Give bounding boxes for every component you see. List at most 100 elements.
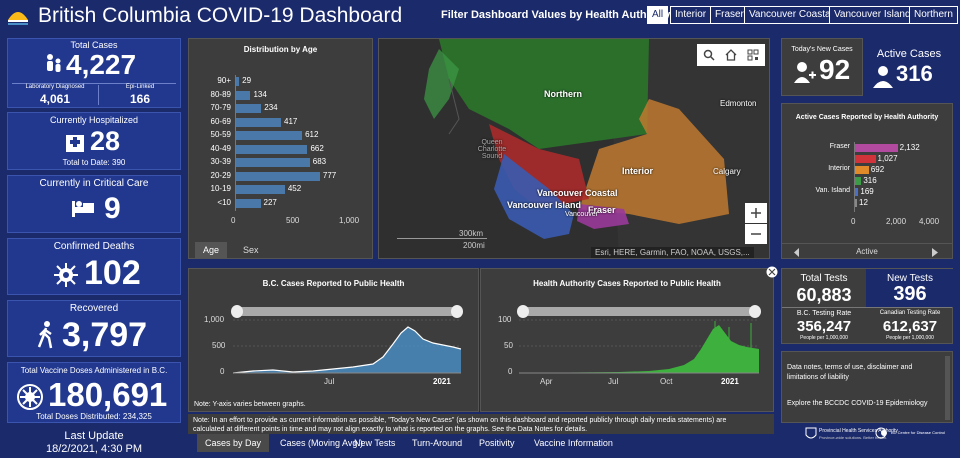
phsa-logo-icon <box>805 427 817 439</box>
time-slider-track[interactable] <box>233 307 461 316</box>
ha-xtick-4000: 4,000 <box>919 217 940 226</box>
ha-bar-value: 169 <box>860 187 874 196</box>
recovered-card: Recovered 3,797 <box>7 300 181 357</box>
tab-turn-around[interactable]: Turn-Around <box>412 438 463 448</box>
age-bar[interactable] <box>236 117 282 127</box>
age-chart-title: Distribution by Age <box>243 45 318 54</box>
filter-northern-button[interactable]: Northern <box>909 6 958 24</box>
tab-age[interactable]: Age <box>195 242 228 258</box>
map-label-northern: Northern <box>544 89 582 99</box>
map-label-interior: Interior <box>622 166 654 176</box>
slider-handle-right[interactable] <box>749 305 761 318</box>
age-bar-value: 29 <box>242 76 252 85</box>
age-bar[interactable] <box>236 171 320 181</box>
health-authority-map[interactable]: Northern Edmonton Interior Calgary Queen… <box>378 38 770 259</box>
age-bar[interactable] <box>236 185 285 194</box>
chevron-right-icon[interactable] <box>932 248 938 257</box>
divider <box>782 307 952 308</box>
age-bar[interactable] <box>236 104 262 113</box>
virus-icon <box>54 263 78 287</box>
epi-linked-label: Epi-Linked <box>125 84 155 90</box>
bc-xtick-2021: 2021 <box>433 377 451 386</box>
epi-linked-value: 166 <box>129 92 151 106</box>
qr-code-icon[interactable] <box>747 49 759 61</box>
ha-ytick-50: 50 <box>504 341 513 350</box>
ha-bar[interactable] <box>855 177 862 185</box>
slider-handle-left[interactable] <box>231 305 243 318</box>
age-bar[interactable] <box>236 144 308 154</box>
age-category-label: 20-29 <box>210 170 231 180</box>
notes-panel: Data notes, terms of use, disclaimer and… <box>781 351 953 423</box>
ha-footer-label: Active <box>856 247 878 256</box>
notes-link-2[interactable]: limitations of liability <box>787 374 849 381</box>
tab-sex[interactable]: Sex <box>243 245 259 255</box>
age-bar[interactable] <box>236 90 251 100</box>
filter-vancouver-coastal-button[interactable]: Vancouver Coastal <box>744 6 838 24</box>
ha-ytick-100: 100 <box>498 315 512 324</box>
total-cases-label: Total Cases <box>70 40 118 50</box>
filter-interior-button[interactable]: Interior <box>670 6 712 24</box>
map-label-edmonton: Edmonton <box>720 99 757 108</box>
minus-icon <box>751 233 761 235</box>
tab-new-tests[interactable]: New Tests <box>354 438 396 448</box>
ha-bar-value: 2,132 <box>899 143 920 152</box>
bc-cases-panel: B.C. Cases Reported to Public Health 1,0… <box>188 268 479 412</box>
recovered-label: Recovered <box>69 303 119 314</box>
tab-vaccine-information[interactable]: Vaccine Information <box>534 438 613 448</box>
ha-xtick-oct: Oct <box>660 377 673 386</box>
ha-category-label: Fraser <box>829 143 850 150</box>
people-icon <box>47 54 61 72</box>
slider-handle-left[interactable] <box>517 305 529 318</box>
divider <box>12 83 176 84</box>
total-tests-label: Total Tests <box>800 273 848 284</box>
ha-bar[interactable] <box>855 155 876 163</box>
zoom-in-button[interactable] <box>745 203 767 223</box>
filter-vancouver-island-button[interactable]: Vancouver Island <box>829 6 916 24</box>
search-icon[interactable] <box>703 49 715 61</box>
can-rate-sub: People per 1,000,000 <box>886 335 934 341</box>
can-rate-label: Canadian Testing Rate <box>879 310 941 316</box>
ha-footer: Active <box>782 243 952 259</box>
tests-panel: Total Tests 60,883 New Tests 396 B.C. Te… <box>781 268 954 344</box>
home-icon[interactable] <box>725 49 737 61</box>
epidemiology-link[interactable]: Explore the BCCDC COVID-19 Epidemiology <box>787 400 928 407</box>
hospitalized-value: 28 <box>90 126 121 156</box>
bc-ytick-500: 500 <box>212 341 226 350</box>
age-bar-value: 662 <box>310 143 324 153</box>
total-tests-value: 60,883 <box>796 285 852 305</box>
can-rate-value: 612,637 <box>882 318 938 335</box>
scrollbar[interactable] <box>945 356 950 420</box>
age-category-label: 50-59 <box>210 130 231 139</box>
ha-cases-title: Health Authority Cases Reported to Publi… <box>533 279 721 288</box>
expand-icon[interactable] <box>766 266 778 278</box>
bed-icon <box>72 201 94 217</box>
map-label-queen-charlotte: Queen Charlotte Sound <box>477 139 507 160</box>
zoom-out-button[interactable] <box>745 224 767 244</box>
tab-cases-by-day[interactable]: Cases by Day <box>197 434 270 452</box>
person-icon <box>873 66 893 88</box>
filter-label: Filter Dashboard Values by Health Author… <box>441 9 675 21</box>
ha-cases-bar-chart <box>519 319 759 374</box>
slider-handle-right[interactable] <box>451 305 463 318</box>
ha-bar[interactable] <box>855 144 898 152</box>
tab-positivity[interactable]: Positivity <box>479 438 515 448</box>
last-update-label: Last Update <box>64 430 124 442</box>
vaccine-value: 180,691 <box>48 376 168 413</box>
time-slider-track[interactable] <box>519 307 759 316</box>
map-label-vancouver: Vancouver <box>565 211 598 218</box>
filter-all-button[interactable]: All <box>647 6 669 24</box>
age-bar[interactable] <box>236 158 310 167</box>
age-category-label: 10-19 <box>210 184 231 193</box>
age-bar[interactable] <box>236 77 240 86</box>
notes-link[interactable]: Data notes, terms of use, disclaimer and <box>787 364 913 371</box>
age-bar[interactable] <box>236 131 303 140</box>
chevron-left-icon[interactable] <box>794 248 800 257</box>
ha-bar[interactable] <box>855 188 859 196</box>
ha-bar[interactable] <box>855 199 857 207</box>
tab-cases-moving-avg[interactable]: Cases (Moving Avg.) <box>280 438 363 448</box>
lab-diagnosed-value: 4,061 <box>39 92 71 106</box>
age-bar[interactable] <box>236 198 261 208</box>
ha-bar[interactable] <box>855 166 869 174</box>
bccdc-logo-text: BC Centre for Disease Control <box>891 430 946 435</box>
bc-logo-icon <box>8 12 28 25</box>
